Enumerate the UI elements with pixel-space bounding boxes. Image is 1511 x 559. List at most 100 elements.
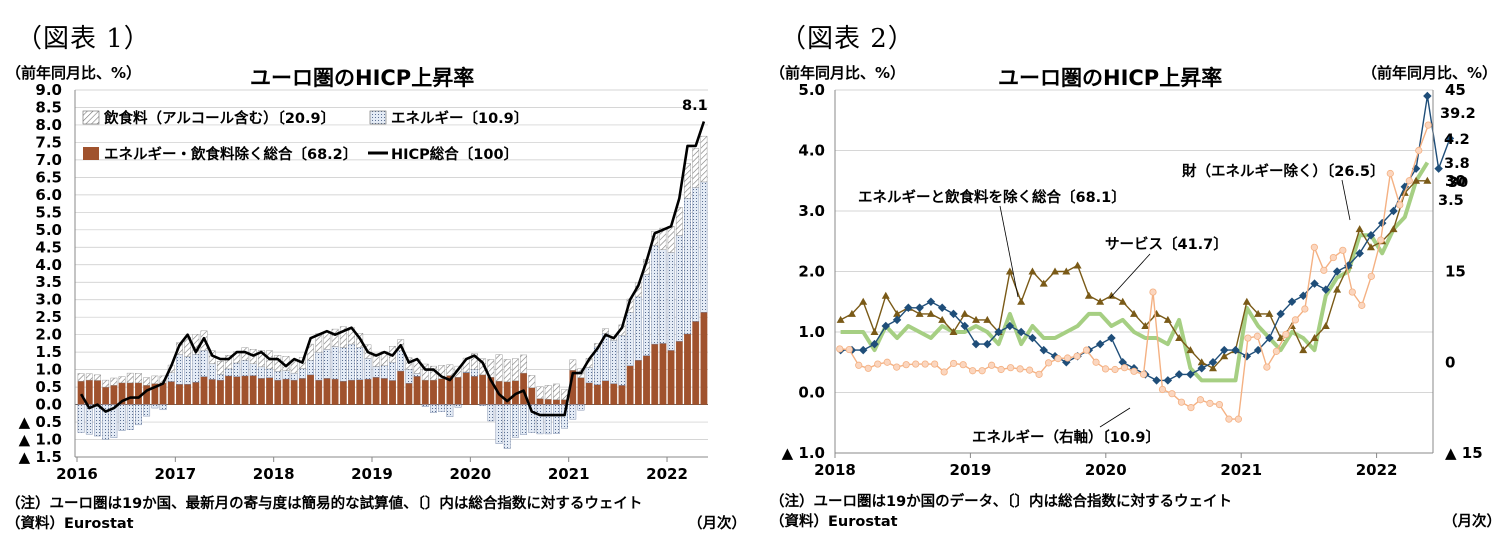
bar-energy <box>544 404 552 435</box>
services-marker <box>859 297 868 305</box>
fig1-month: （月次） <box>688 516 746 532</box>
fig2-source: （資料）Eurostat <box>770 514 898 530</box>
y-tick-label: 6.0 <box>35 186 62 204</box>
services-marker <box>1084 291 1093 299</box>
bar-food <box>675 207 683 236</box>
services-marker <box>847 309 856 317</box>
goods-marker <box>1197 364 1206 373</box>
services-marker <box>881 291 890 299</box>
services-marker <box>960 309 969 317</box>
y-left-tick-label: 4.0 <box>798 142 825 160</box>
fig1-unit: （前年同月比、%） <box>6 64 142 82</box>
energy-marker <box>893 363 901 371</box>
bar-food <box>421 363 429 381</box>
services-marker <box>1242 297 1251 305</box>
y-right-tick-label: 0 <box>1445 353 1455 371</box>
energy-marker <box>1130 367 1138 375</box>
bar-energy <box>135 404 142 426</box>
services-marker <box>1197 358 1206 366</box>
bar-food <box>85 373 93 381</box>
energy-marker <box>1149 288 1157 296</box>
services-marker <box>926 309 935 317</box>
goods-marker <box>892 315 902 325</box>
y-tick-label: 1.5 <box>35 343 62 361</box>
y-right-tick-label: 30 <box>1445 172 1466 190</box>
energy-marker <box>997 365 1005 374</box>
ann-services: サービス〔41.7〕 <box>1105 235 1228 253</box>
goods-marker <box>1332 267 1342 276</box>
legend-core-label: エネルギー・飲食料除く総合〔68.2〕 <box>104 145 357 163</box>
energy-marker <box>1348 288 1356 296</box>
energy-marker <box>959 361 967 369</box>
energy-marker <box>1092 358 1100 366</box>
energy-marker <box>836 345 844 353</box>
bar-energy <box>110 404 118 438</box>
y-tick-label: 3.0 <box>35 291 62 309</box>
energy-marker <box>1272 347 1280 355</box>
energy-marker <box>1158 385 1167 394</box>
goods-marker <box>937 303 947 313</box>
bar-food <box>331 328 339 347</box>
energy-marker <box>1101 365 1110 373</box>
bar-food <box>495 354 503 382</box>
bar-food <box>438 365 446 379</box>
fig2-end-labels: 39.2 4.2 3.8 30 3.5 <box>1438 106 1476 209</box>
bar-food <box>110 377 118 386</box>
goods-marker <box>1231 345 1240 355</box>
goods-marker <box>1208 358 1218 367</box>
energy-marker <box>1310 243 1318 251</box>
services-marker <box>1051 267 1060 275</box>
x-tick-label: 2018 <box>253 465 295 483</box>
services-marker <box>1073 261 1082 269</box>
fig2-title: ユーロ圏のHICP上昇率 <box>998 66 1223 90</box>
energy-marker <box>1377 236 1385 244</box>
services-marker <box>1220 352 1229 360</box>
fig2-unit-right: （前年同月比、%） <box>1362 64 1498 82</box>
y-tick-label: 2.5 <box>35 308 62 326</box>
energy-marker <box>1301 305 1309 313</box>
energy-marker <box>1111 365 1119 374</box>
bar-energy <box>102 404 110 440</box>
goods-marker <box>904 303 913 313</box>
energy-marker <box>1054 355 1062 363</box>
bar-food <box>512 358 519 382</box>
services-marker <box>1254 309 1263 317</box>
energy-marker <box>1007 364 1015 372</box>
y-tick-label: 3.5 <box>35 273 62 291</box>
energy-marker <box>855 361 863 369</box>
x-tick-label: 2019 <box>351 465 393 483</box>
services-marker <box>1299 346 1308 354</box>
fig1-title: ユーロ圏のHICP上昇率 <box>250 66 475 90</box>
y-tick-label: 6.5 <box>35 168 62 186</box>
services-marker <box>1152 309 1161 317</box>
services-marker <box>1163 315 1172 323</box>
energy-marker <box>1253 332 1261 340</box>
energy-marker <box>1367 272 1375 280</box>
energy-marker <box>978 367 986 375</box>
bar-food <box>225 355 232 370</box>
energy-marker <box>1282 330 1290 339</box>
bar-energy <box>421 404 429 407</box>
bar-energy <box>151 404 159 409</box>
goods-marker <box>1005 321 1015 331</box>
bar-food <box>126 372 134 384</box>
x-tick-label: 2022 <box>646 465 688 483</box>
bar-energy <box>577 404 585 411</box>
y-tick-label: 8.5 <box>35 98 62 116</box>
bar-food <box>700 135 708 183</box>
y-tick-label: 8.0 <box>35 116 62 134</box>
energy-marker <box>931 360 939 368</box>
fig2-annotations: エネルギーと飲食料を除く総合〔68.1〕 サービス〔41.7〕 財（エネルギー除… <box>858 162 1385 446</box>
services-marker <box>1141 321 1150 329</box>
energy-marker <box>1016 365 1024 373</box>
goods-marker <box>1310 279 1319 288</box>
y-tick-label: 2.0 <box>35 326 62 344</box>
services-marker <box>1423 176 1432 184</box>
energy-marker <box>969 367 977 375</box>
energy-marker <box>1073 352 1081 360</box>
bar-food <box>135 373 142 384</box>
energy-marker <box>1082 346 1091 354</box>
bar-energy <box>430 404 437 413</box>
y-left-tick-label: 2.0 <box>798 263 825 281</box>
y-left-tick-label: ▲ 1.0 <box>782 444 825 462</box>
